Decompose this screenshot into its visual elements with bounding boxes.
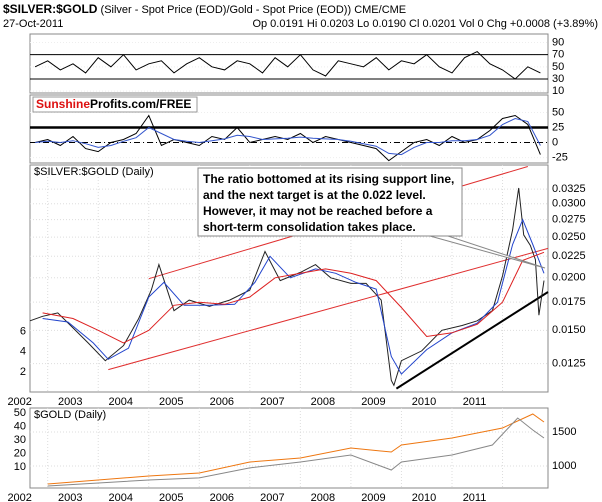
- x-tick-label: 2011: [463, 396, 487, 408]
- quote: Op 0.0191 Hi 0.0203 Lo 0.0190 Cl 0.0201 …: [252, 18, 598, 30]
- x-tick-label: 2006: [210, 396, 234, 408]
- brand-box: [32, 96, 198, 113]
- y-tick-label: 0.0250: [552, 231, 586, 243]
- x-tick-label: 2004: [109, 396, 133, 408]
- x-tick-label: 2011: [463, 492, 487, 502]
- x-tick-label: 2002: [7, 492, 31, 502]
- y-tick-label: 10: [552, 85, 564, 97]
- y2-tick-label: 30: [14, 434, 26, 446]
- y-tick-label: 30: [552, 73, 564, 85]
- series-line: [42, 218, 545, 375]
- y2-tick-label: 4: [20, 346, 26, 358]
- y-tick-label: 0.0225: [552, 250, 586, 262]
- x-tick-label: 2006: [210, 492, 234, 502]
- y2-tick-label: 20: [14, 447, 26, 459]
- y-tick-label: 0: [552, 136, 558, 148]
- y-tick-label: 0.0150: [552, 324, 586, 336]
- y-tick-label: 0.0275: [552, 214, 586, 226]
- y2-tick-label: 40: [14, 420, 26, 432]
- brand-red: Sunshine: [36, 97, 90, 111]
- y2-tick-label: 2: [20, 366, 26, 378]
- y-tick-label: 0.0200: [552, 272, 586, 284]
- y-tick-label: 50: [552, 106, 564, 118]
- y2-tick-label: 6: [20, 326, 26, 338]
- y2-tick-label: 50: [14, 407, 26, 419]
- series-line: [34, 50, 541, 80]
- annotation-box: [197, 167, 463, 237]
- series-line: [47, 417, 545, 487]
- x-tick-label: 2010: [412, 396, 436, 408]
- y-tick-label: 0.0325: [552, 183, 586, 195]
- y2-tick-label: 10: [14, 461, 26, 473]
- y-tick-label: 50: [552, 61, 564, 73]
- x-tick-label: 2004: [109, 492, 133, 502]
- x-tick-label: 2005: [159, 492, 183, 502]
- y-tick-label: 25: [552, 121, 564, 133]
- series-line: [47, 413, 545, 485]
- y-tick-label: 90: [552, 36, 564, 48]
- x-tick-label: 2009: [361, 492, 385, 502]
- brand: SunshineProfits.com/FREE: [36, 97, 191, 111]
- annotation-line: short-term consolidation takes place.: [203, 220, 416, 234]
- series-line: [34, 114, 541, 162]
- x-tick-label: 2009: [361, 396, 385, 408]
- x-tick-label: 2010: [412, 492, 436, 502]
- series-line: [42, 251, 545, 344]
- date: 27-Oct-2011: [3, 18, 63, 30]
- header-title: $SILVER:$GOLD (Silver - Spot Price (EOD)…: [3, 2, 406, 16]
- x-tick-label: 2003: [58, 396, 82, 408]
- y-tick-label: 0.0300: [552, 198, 586, 210]
- x-tick-label: 2005: [159, 396, 183, 408]
- brand-black: Profits.com/FREE: [90, 97, 191, 111]
- y-tick-label: 0.0125: [552, 358, 586, 370]
- y-tick-label: 70: [552, 49, 564, 61]
- x-tick-label: 2007: [260, 492, 284, 502]
- annotation-line: and the next target is at the 0.022 leve…: [203, 188, 426, 202]
- x-tick-label: 2008: [311, 492, 335, 502]
- panel-title: $SILVER:$GOLD (Daily): [34, 166, 154, 178]
- y-tick-label: 1500: [552, 426, 576, 438]
- description: (Silver - Spot Price (EOD)/Gold - Spot P…: [101, 4, 407, 16]
- annotation-line: However, it may not be reached before a: [203, 204, 433, 218]
- symbol: $SILVER:$GOLD: [3, 2, 98, 16]
- series-line: [29, 187, 545, 387]
- x-tick-label: 2008: [311, 396, 335, 408]
- panel: [29, 33, 549, 94]
- series-line: [108, 247, 549, 371]
- series-line: [395, 291, 549, 390]
- x-tick-label: 2002: [7, 396, 31, 408]
- x-tick-label: 2003: [58, 492, 82, 502]
- y-tick-label: 0.0175: [552, 296, 586, 308]
- panel: [29, 407, 549, 489]
- panels: 1030507090-2502550SunshineProfits.com/FR…: [7, 33, 586, 502]
- y-tick-label: -25: [552, 151, 568, 163]
- y-tick-label: 1000: [552, 460, 576, 472]
- x-tick-label: 2007: [260, 396, 284, 408]
- series-line: [35, 117, 541, 156]
- annotation-line: The ratio bottomed at its rising support…: [203, 172, 454, 186]
- panel-title: $GOLD (Daily): [34, 409, 106, 421]
